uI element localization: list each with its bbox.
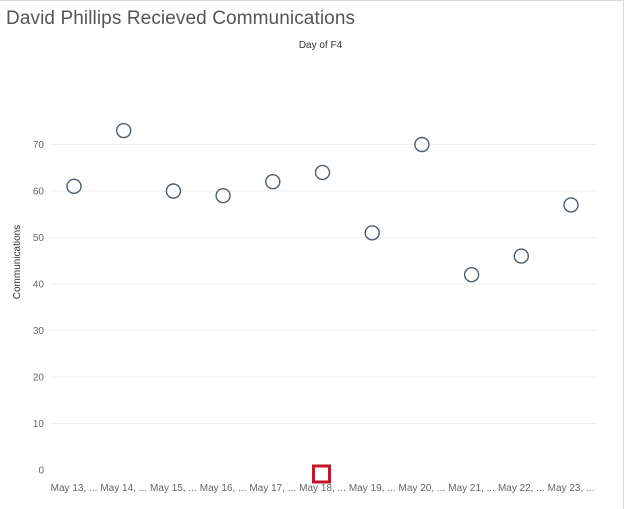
x-tick-label: May 23, ... [548, 483, 595, 494]
y-tick-label: 0 [38, 466, 44, 477]
data-point [215, 187, 231, 204]
x-tick-label: May 15, ... [150, 483, 197, 494]
x-tick-label: May 18, ... [299, 483, 346, 494]
chart-title: David Phillips Recieved Communications [6, 8, 356, 29]
data-point [314, 164, 331, 181]
highlight-marker [312, 464, 331, 484]
y-tick-label: 60 [33, 187, 45, 198]
y-tick-label: 30 [33, 326, 45, 337]
column-header: Day of F4 [299, 40, 343, 51]
y-tick-label: 50 [33, 233, 45, 244]
x-tick-label: May 17, ... [249, 483, 296, 494]
data-point [165, 183, 182, 199]
data-point [414, 136, 430, 153]
x-tick-label: May 13, ... [51, 483, 98, 494]
data-point [265, 173, 281, 190]
x-tick-label: May 20, ... [399, 483, 446, 494]
x-tick-label: May 22, ... [498, 483, 545, 494]
data-point [513, 248, 529, 264]
data-point [364, 225, 380, 241]
y-axis-title: Communications [12, 225, 23, 299]
x-tick-label: May 14, ... [100, 483, 147, 494]
top-border [0, 0, 624, 1]
data-point [66, 178, 82, 195]
y-tick-label: 20 [33, 373, 45, 384]
data-point [563, 197, 579, 213]
y-tick-label: 70 [33, 140, 45, 151]
y-tick-label: 10 [33, 419, 45, 430]
data-point [115, 122, 132, 139]
x-tick-label: May 21, ... [448, 483, 495, 494]
data-point [463, 267, 480, 283]
y-tick-label: 40 [33, 280, 45, 291]
x-tick-label: May 16, ... [200, 483, 247, 494]
x-tick-label: May 19, ... [349, 483, 396, 494]
